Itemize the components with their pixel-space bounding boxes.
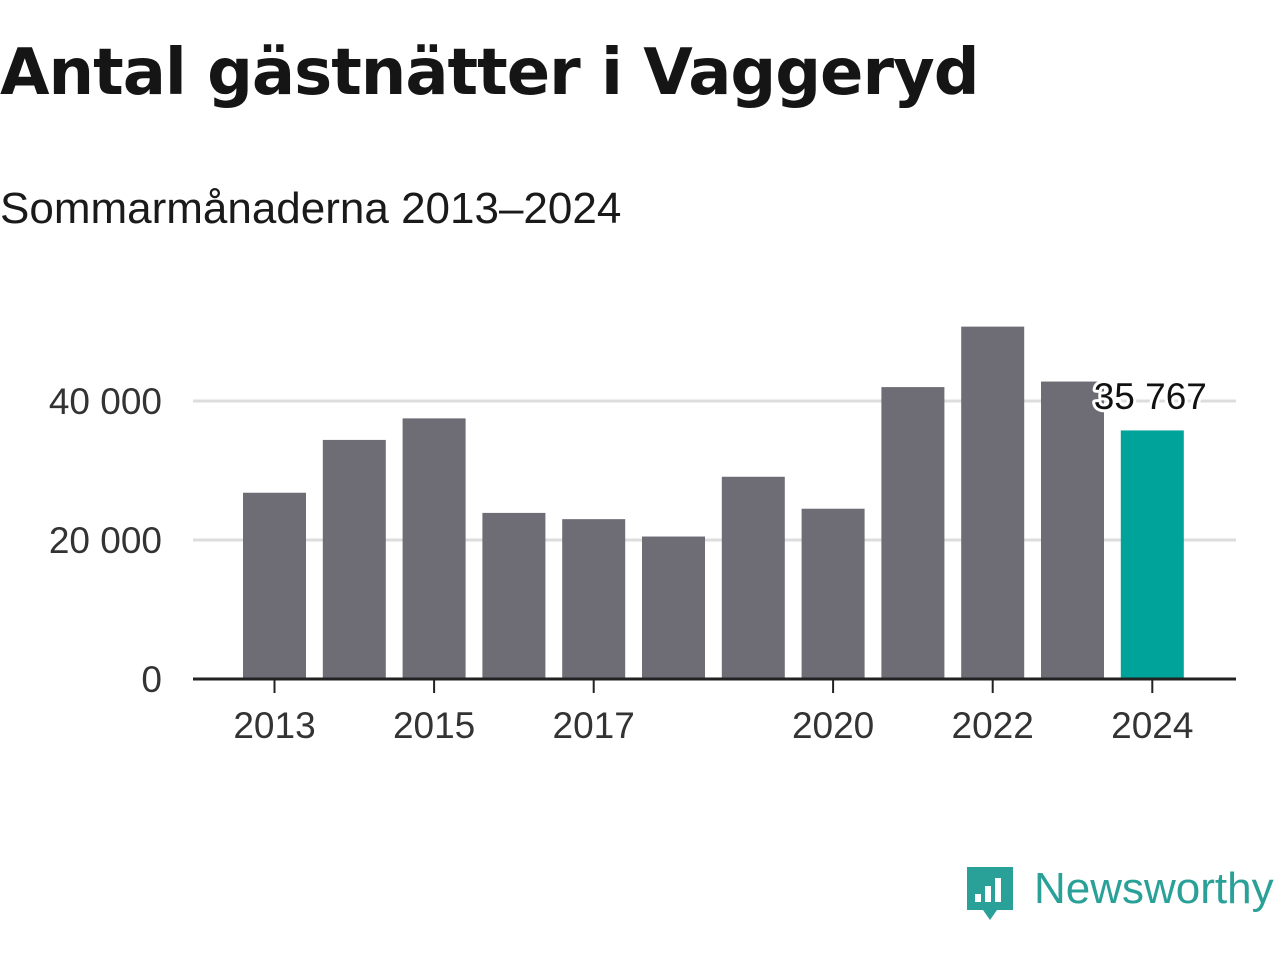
bar <box>881 387 945 679</box>
bar <box>721 476 785 679</box>
bar <box>322 439 386 679</box>
bar-chart: 0 20 000 40 000 2013 2015 2017 2020 2022 2024 35 … <box>49 326 1236 746</box>
y-tick-label: 0 <box>141 659 162 700</box>
brand-name: Newsworthy <box>1034 864 1274 913</box>
bar <box>1120 430 1184 679</box>
chart-subtitle: Sommarmånaderna 2013–2024 <box>0 184 622 233</box>
bar <box>801 508 865 679</box>
bar <box>402 418 466 679</box>
x-tick-label: 2020 <box>792 705 874 746</box>
brand-logo: Newsworthy <box>964 864 1274 924</box>
bar <box>562 519 626 679</box>
y-tick-label: 40 000 <box>49 381 162 422</box>
x-tick-label: 2024 <box>1111 705 1193 746</box>
y-tick-label: 20 000 <box>49 520 162 561</box>
bar <box>642 536 705 679</box>
x-tick-label: 2022 <box>952 705 1034 746</box>
bar <box>1041 381 1104 679</box>
x-tick-label: 2017 <box>553 705 635 746</box>
x-tick-label: 2015 <box>393 705 475 746</box>
newsworthy-logo-icon <box>967 867 1013 920</box>
chart-title: Antal gästnätter i Vaggeryd <box>0 36 980 110</box>
bar <box>243 492 306 679</box>
bar <box>482 512 546 679</box>
data-label: 35 767 <box>1094 376 1207 417</box>
bar <box>961 326 1025 679</box>
x-tick-label: 2013 <box>233 705 315 746</box>
